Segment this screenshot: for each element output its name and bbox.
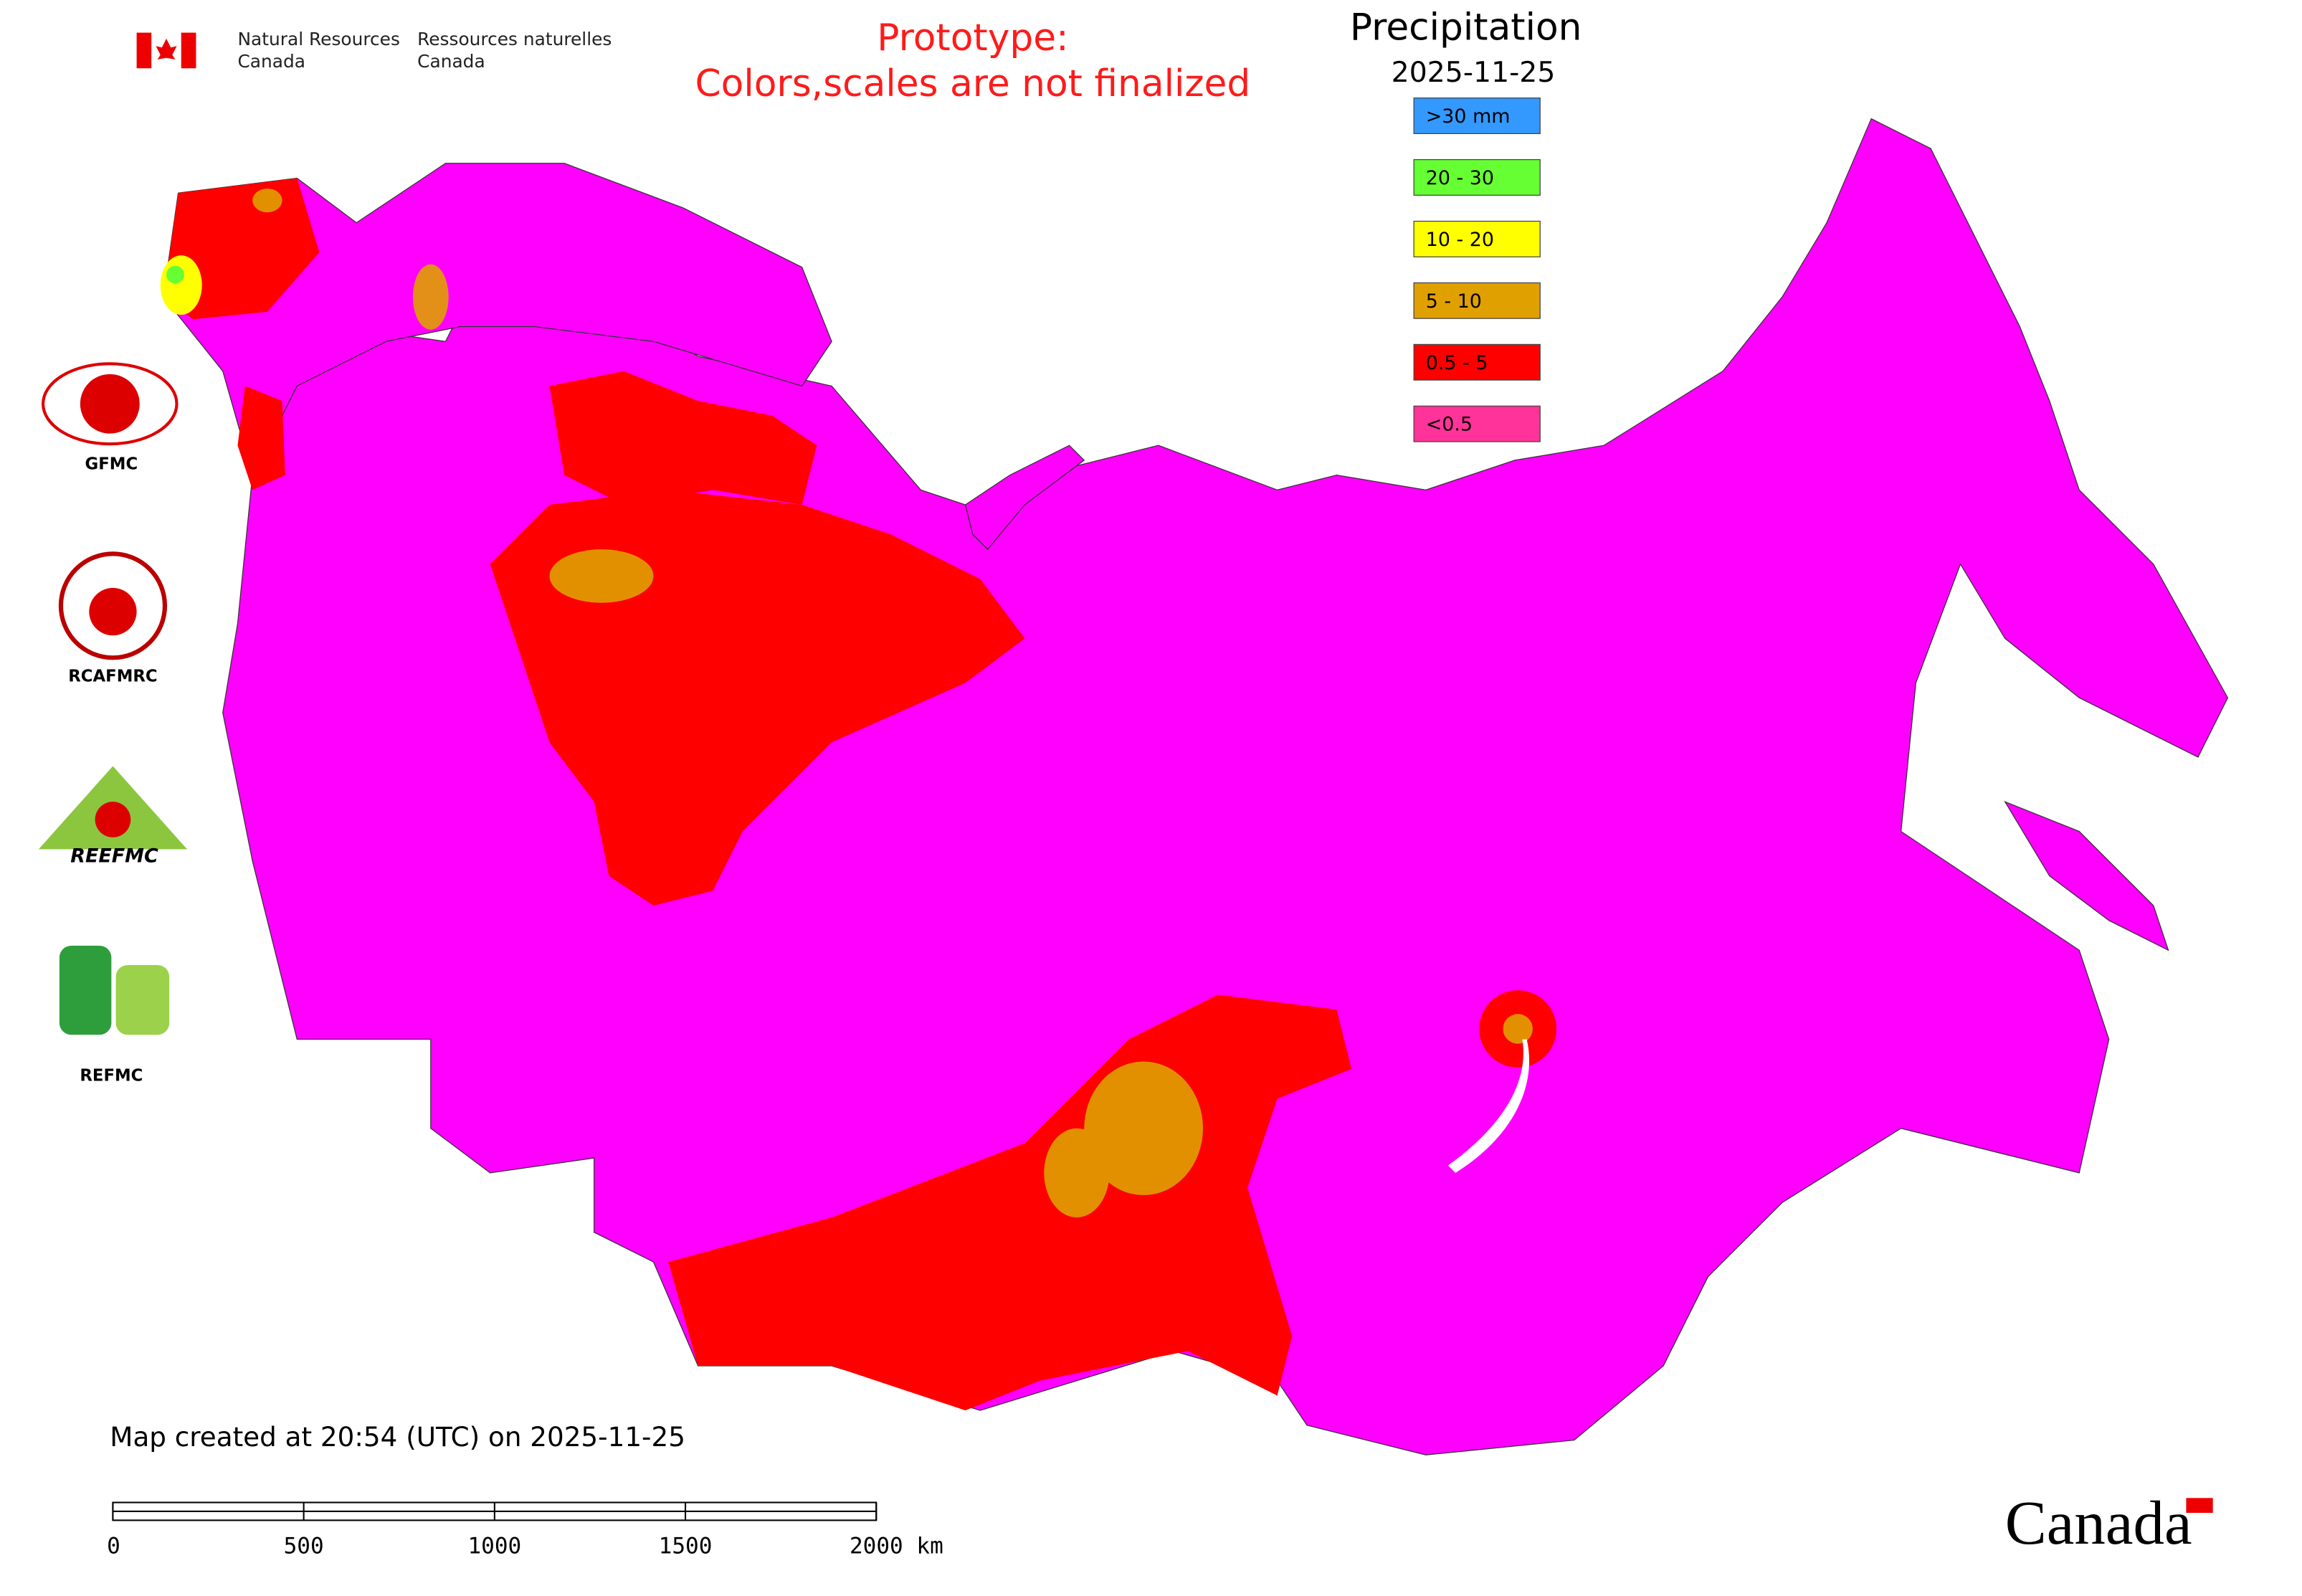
agency-en: Canada (237, 51, 305, 72)
legend-swatch (1413, 158, 1541, 196)
logo-shape (115, 964, 170, 1035)
created-note: Map created at 20:54 (UTC) on 2025-11-25 (110, 1421, 685, 1453)
scale-label: 1000 (467, 1534, 521, 1559)
logo-rcafmrc: RCAFMRC (58, 551, 168, 686)
red-area (163, 178, 320, 320)
logo-gfmc: GFMC (42, 362, 179, 474)
flag-bar (181, 32, 196, 69)
notice: Colors,scales are not finalized (695, 62, 1251, 105)
novaya-zemlya (964, 445, 1085, 551)
orange-area (252, 188, 282, 213)
green-area (166, 265, 184, 284)
scale-label: 2000 km (850, 1534, 943, 1559)
logo-label: REEFMC (70, 845, 158, 867)
scale-label: 0 (107, 1534, 120, 1559)
scale-label: 1500 (659, 1534, 713, 1559)
legend-swatch (1413, 98, 1541, 134)
wordmark-flag (2186, 1498, 2213, 1514)
legend-label: 10 - 20 (1426, 229, 1494, 251)
agency-fr: Canada (417, 51, 485, 72)
canada-flag (136, 32, 196, 69)
logo-label: GFMC (85, 455, 138, 474)
orange-area (1503, 1014, 1533, 1044)
flag-bar (136, 32, 152, 69)
precip-orange (252, 188, 1533, 1217)
yellow-area (160, 255, 202, 315)
legend-swatch (1413, 220, 1541, 257)
orange-area (1044, 1128, 1110, 1217)
orange-area (549, 549, 654, 603)
legend: >30 mm 20 - 30 10 - 20 5 - 10 0.5 - 5 <0.5 (1413, 98, 1541, 442)
orange-area (412, 264, 449, 330)
lake-baikal (1447, 1039, 1530, 1173)
precip-other (160, 255, 202, 315)
legend-date: 2025-11-25 (1392, 56, 1556, 89)
scale-label: 500 (284, 1534, 324, 1559)
agency-fr: Ressources naturelles (417, 29, 612, 49)
legend-label: <0.5 (1426, 414, 1473, 436)
red-area (549, 371, 817, 505)
canada-wordmark: Canada (2005, 1488, 2192, 1557)
logo-reefmc: REEFMC (38, 766, 188, 867)
maple-leaf (156, 38, 177, 60)
logo-shape (59, 946, 112, 1035)
legend-label: 20 - 30 (1426, 167, 1494, 189)
logo-shape (42, 362, 179, 446)
logo-shape (95, 802, 131, 837)
logo-label: REFMC (80, 1067, 143, 1086)
legend-label: 0.5 - 5 (1426, 352, 1488, 374)
scale-bar: 0 500 1000 1500 2000 km (107, 1501, 943, 1559)
legend-title: Precipitation (1350, 6, 1582, 49)
agency-en: Natural Resources (237, 29, 399, 49)
legend-swatch (1413, 405, 1541, 442)
red-area (237, 386, 285, 490)
kamchatka (2004, 800, 2169, 951)
notice: Prototype: (877, 16, 1068, 60)
orange-area (1084, 1061, 1204, 1195)
logo-shape (80, 374, 140, 434)
legend-swatch (1413, 343, 1541, 381)
legend-swatch (1413, 282, 1541, 319)
logo-label: RCAFMRC (68, 668, 157, 686)
logo-shape (89, 587, 137, 636)
logo-refmc: REFMC (59, 946, 170, 1086)
legend-label: 5 - 10 (1426, 290, 1482, 313)
legend-label: >30 mm (1426, 105, 1511, 128)
